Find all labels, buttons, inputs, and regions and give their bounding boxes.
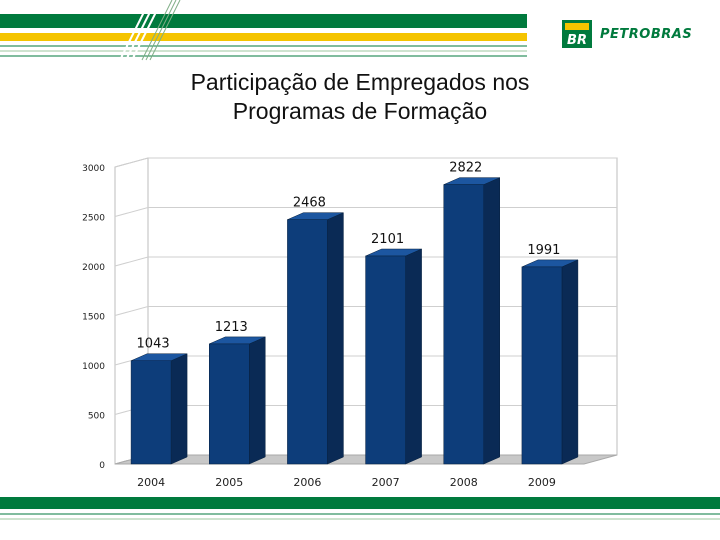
y-tick-label: 0	[99, 461, 105, 471]
data-label: 2468	[293, 196, 326, 211]
data-label: 1213	[215, 320, 248, 335]
bar	[287, 219, 328, 465]
bar	[521, 266, 563, 465]
header-slash-accent	[141, 0, 181, 61]
x-tick-label: 2004	[137, 476, 165, 489]
x-tick-label: 2009	[528, 476, 556, 489]
header-slash-accent	[119, 0, 163, 61]
bar-side	[561, 259, 579, 465]
br-logo-icon: BR	[562, 20, 592, 48]
brand-name: PETROBRAS	[600, 26, 693, 42]
title-line-1: Participação de Empregados nos	[190, 69, 530, 95]
bar	[443, 184, 484, 465]
header-yellow-bar	[0, 33, 527, 41]
y-tick-label: 1000	[82, 362, 105, 372]
bar-side	[327, 212, 344, 465]
y-tick-label: 1500	[82, 313, 105, 323]
bar	[365, 255, 406, 465]
bar-side	[483, 177, 500, 465]
footer-green-bar	[0, 497, 720, 509]
petrobras-logo: BR PETROBRAS	[562, 20, 692, 48]
title-line-2: Programas de Formação	[232, 98, 488, 124]
data-label: 1991	[527, 243, 560, 258]
bar	[130, 360, 172, 465]
data-label: 1043	[137, 337, 170, 352]
x-tick-label: 2007	[372, 476, 400, 489]
bar	[209, 343, 250, 465]
x-tick-label: 2008	[450, 476, 478, 489]
bar-side	[170, 353, 188, 465]
header-green-bar	[0, 14, 527, 28]
y-tick-label: 2500	[82, 214, 105, 224]
data-label: 2822	[449, 161, 482, 176]
y-tick-label: 2000	[82, 263, 105, 273]
x-tick-label: 2006	[293, 476, 321, 489]
y-tick-label: 500	[88, 412, 105, 422]
gridline	[114, 157, 617, 168]
bar-side	[249, 336, 266, 465]
x-tick-label: 2005	[215, 476, 243, 489]
data-label: 2101	[371, 232, 404, 247]
y-tick-label: 3000	[82, 164, 105, 174]
br-logo-text: BR	[567, 33, 587, 48]
slide-title: Participação de Empregados nos Programas…	[110, 68, 610, 126]
bar-side	[405, 248, 422, 465]
